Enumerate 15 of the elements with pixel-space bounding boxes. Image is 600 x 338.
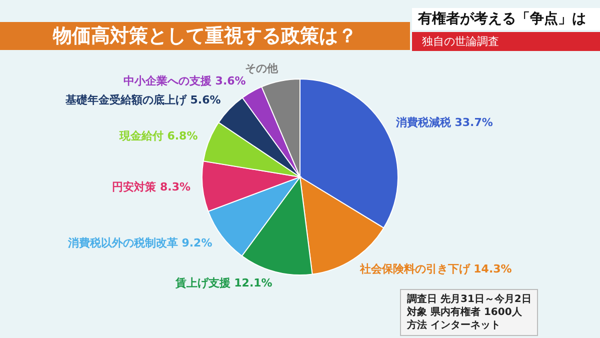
slice-label: 中小企業への支援 3.6% [123,74,246,88]
slice-label: 円安対策 8.3% [112,180,191,194]
slice-label: その他 [245,62,280,76]
slice-label: 消費税以外の税制改革 9.2% [66,236,212,250]
chart-subtitle: 有権者が考える「争点」は [412,8,600,30]
slice-label: 基礎年金受給額の底上げ 5.6% [64,94,221,107]
text: 調査日 先月31日～今月2日 [407,293,532,306]
text: 対象 県内有権者 1600人 [407,306,523,319]
chart-title: 物価高対策として重視する政策は？ [0,22,410,50]
slice-label: 賃上げ支援 12.1% [174,276,272,290]
slice-label: 消費税減税 33.7% [394,116,493,130]
text: 独自の世論調査 [412,32,600,51]
slice-label: 社会保険料の引き下げ 14.3% [358,262,512,276]
text: 方法 インターネット [407,319,502,332]
slice-label: 現金給付 6.8% [118,130,198,143]
